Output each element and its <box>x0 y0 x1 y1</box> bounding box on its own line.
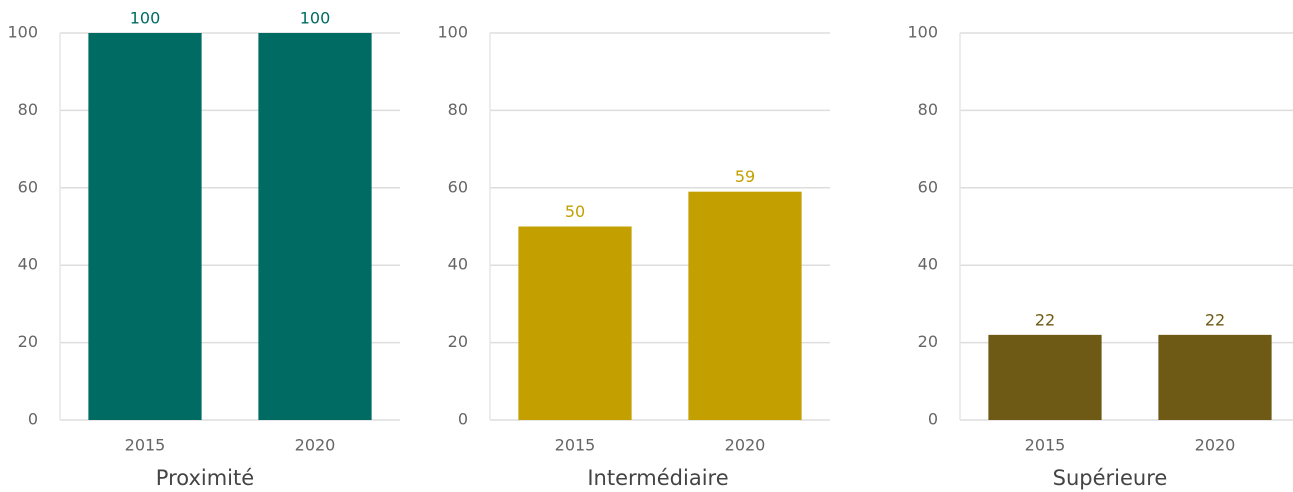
y-tick-label: 0 <box>928 410 938 429</box>
value-label: 22 <box>1035 310 1055 329</box>
y-tick-label: 80 <box>918 100 938 119</box>
bar <box>258 33 372 420</box>
chart-title: Supérieure <box>1053 466 1168 490</box>
value-label: 59 <box>735 167 755 186</box>
y-tick-label: 0 <box>458 410 468 429</box>
y-tick-label: 0 <box>28 410 38 429</box>
chart-title: Intermédiaire <box>587 466 728 490</box>
y-tick-label: 40 <box>18 255 38 274</box>
y-tick-label: 100 <box>437 23 468 42</box>
y-tick-label: 60 <box>918 177 938 196</box>
x-tick-label: 2015 <box>125 436 166 455</box>
value-label: 100 <box>130 9 161 28</box>
y-tick-label: 40 <box>918 255 938 274</box>
y-tick-label: 100 <box>907 23 938 42</box>
value-label: 50 <box>565 202 585 221</box>
y-tick-label: 60 <box>448 177 468 196</box>
y-tick-label: 20 <box>18 332 38 351</box>
y-tick-label: 20 <box>448 332 468 351</box>
x-tick-label: 2015 <box>555 436 596 455</box>
y-tick-label: 20 <box>918 332 938 351</box>
bar <box>1158 334 1272 420</box>
x-tick-label: 2020 <box>295 436 336 455</box>
y-tick-label: 40 <box>448 255 468 274</box>
x-tick-label: 2020 <box>1195 436 1236 455</box>
bar <box>688 191 802 420</box>
y-tick-label: 80 <box>18 100 38 119</box>
chart-title: Proximité <box>156 466 254 490</box>
value-label: 100 <box>300 9 331 28</box>
x-tick-label: 2015 <box>1025 436 1066 455</box>
bar <box>988 334 1102 420</box>
y-tick-label: 100 <box>7 23 38 42</box>
bar <box>518 226 632 420</box>
y-tick-label: 80 <box>448 100 468 119</box>
value-label: 22 <box>1205 310 1225 329</box>
x-tick-label: 2020 <box>725 436 766 455</box>
y-tick-label: 60 <box>18 177 38 196</box>
bar <box>88 33 202 420</box>
